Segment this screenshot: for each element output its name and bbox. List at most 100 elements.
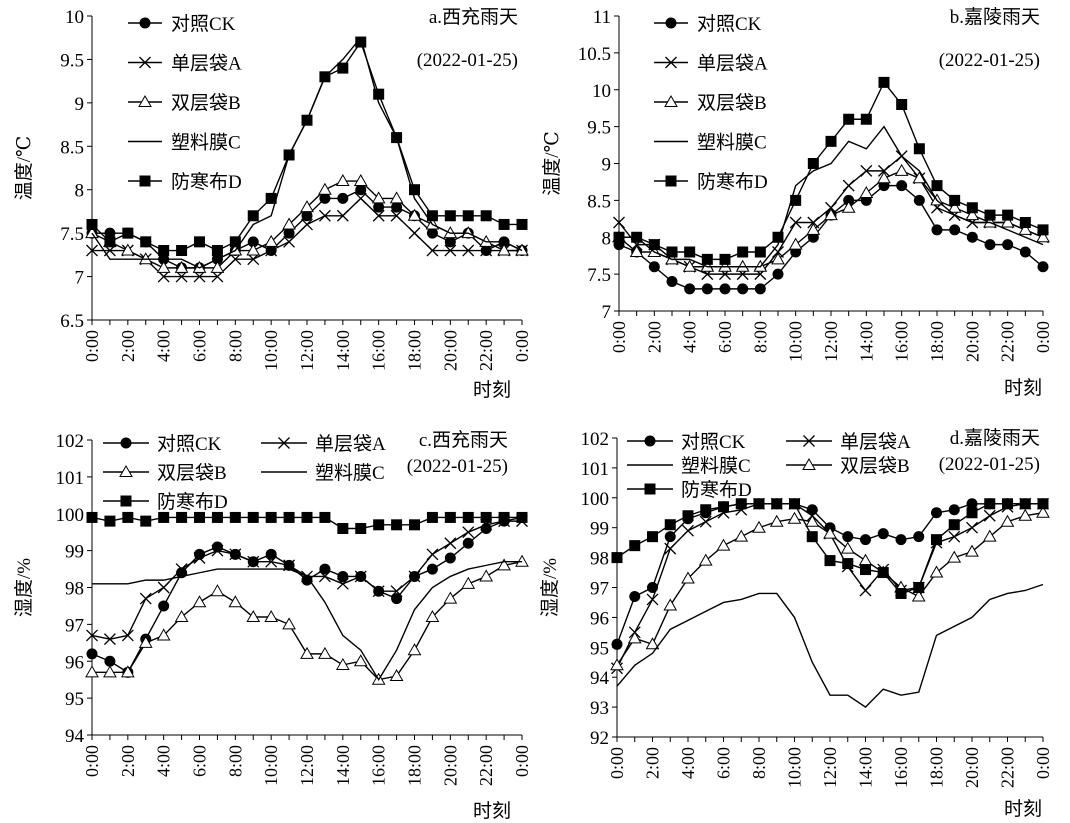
data-point (158, 600, 170, 612)
data-point (104, 655, 116, 667)
data-point (516, 218, 528, 230)
data-point (140, 236, 152, 248)
legend-label: 单层袋A (315, 433, 386, 455)
data-point (228, 595, 243, 608)
series-4 (613, 76, 1049, 265)
data-point (913, 194, 925, 206)
legend-label: 防寒布D (171, 171, 242, 193)
y-tick-label: 7 (602, 302, 612, 323)
x-tick-label: 16:00 (891, 747, 911, 788)
legend-marker (139, 56, 151, 69)
legend-label: 对照CK (171, 13, 236, 35)
data-point (498, 218, 510, 230)
data-point (229, 236, 241, 248)
data-point (948, 530, 961, 543)
data-point (86, 629, 98, 642)
data-point (966, 521, 978, 534)
y-tick-label: 96 (65, 652, 84, 673)
legend-marker (644, 435, 656, 447)
data-point (210, 584, 225, 597)
data-point (825, 201, 837, 214)
x-tick-label: 22:00 (476, 745, 496, 786)
data-point (858, 553, 873, 566)
data-point (966, 202, 978, 214)
data-point (426, 563, 438, 575)
data-point (1000, 514, 1015, 527)
legend-item: 单层袋A (261, 433, 386, 455)
data-point (698, 553, 713, 566)
data-point (193, 552, 206, 564)
data-point (373, 201, 385, 213)
data-point (646, 593, 659, 606)
data-point (948, 504, 960, 516)
data-point (860, 113, 872, 125)
x-tick-label: 14:00 (333, 745, 353, 786)
legend-label: 塑料膜C (681, 455, 751, 477)
y-tick-label: 98 (65, 579, 84, 600)
data-point (1037, 261, 1049, 273)
data-point (806, 531, 818, 543)
y-tick-label: 9.5 (587, 118, 611, 139)
data-point (86, 511, 98, 523)
x-axis-label: 时刻 (1004, 798, 1042, 820)
data-point (1019, 246, 1031, 258)
legend-marker (120, 495, 132, 507)
data-point (335, 657, 350, 670)
data-point (1036, 230, 1050, 243)
data-point (931, 507, 942, 519)
legend-marker (644, 483, 656, 495)
data-point (684, 246, 696, 258)
data-point (515, 554, 529, 567)
data-point (734, 529, 749, 542)
legend-label: 对照CK (697, 13, 762, 35)
data-point (247, 236, 259, 248)
data-point (878, 76, 890, 88)
legend-label: 防寒布D (681, 479, 752, 501)
data-point (666, 246, 678, 258)
data-point (648, 261, 660, 273)
data-point (462, 537, 474, 549)
data-point (718, 259, 732, 272)
data-point (407, 208, 422, 221)
data-point (174, 609, 189, 622)
data-point (737, 246, 749, 258)
x-tick-label: 6:00 (714, 747, 734, 779)
data-point (104, 515, 116, 527)
data-point (282, 617, 296, 630)
legend-marker (278, 437, 290, 449)
data-point (913, 582, 925, 593)
legend-label: 单层袋A (697, 53, 768, 75)
series-4 (611, 498, 1049, 599)
chart-date: (2022-01-25) (939, 454, 1040, 475)
data-point (931, 534, 942, 546)
series-line (616, 583, 1044, 709)
data-point (647, 531, 658, 543)
data-point (176, 511, 188, 523)
legend-marker (803, 435, 815, 447)
data-point (426, 244, 439, 257)
data-point (265, 555, 278, 568)
data-point (701, 283, 713, 295)
x-tick-label: 18:00 (927, 747, 947, 788)
legend-label: 双层袋B (697, 92, 767, 114)
data-point (859, 185, 874, 198)
data-point (913, 531, 925, 543)
x-tick-label: 8:00 (225, 745, 245, 777)
data-point (319, 192, 331, 204)
x-axis-label: 时刻 (1004, 377, 1042, 399)
data-point (355, 523, 367, 534)
data-point (156, 260, 171, 273)
data-point (354, 570, 367, 583)
legend-item: 双层袋B (128, 92, 241, 114)
legend-marker (120, 437, 132, 449)
y-tick-label: 9 (75, 94, 85, 115)
data-point (265, 244, 278, 257)
data-point (158, 245, 170, 257)
y-tick-label: 11 (593, 7, 611, 28)
x-tick-label: 2:00 (644, 321, 664, 353)
data-point (353, 174, 368, 187)
series-line (616, 503, 1043, 595)
legend-marker (139, 17, 151, 29)
data-point (984, 498, 996, 510)
